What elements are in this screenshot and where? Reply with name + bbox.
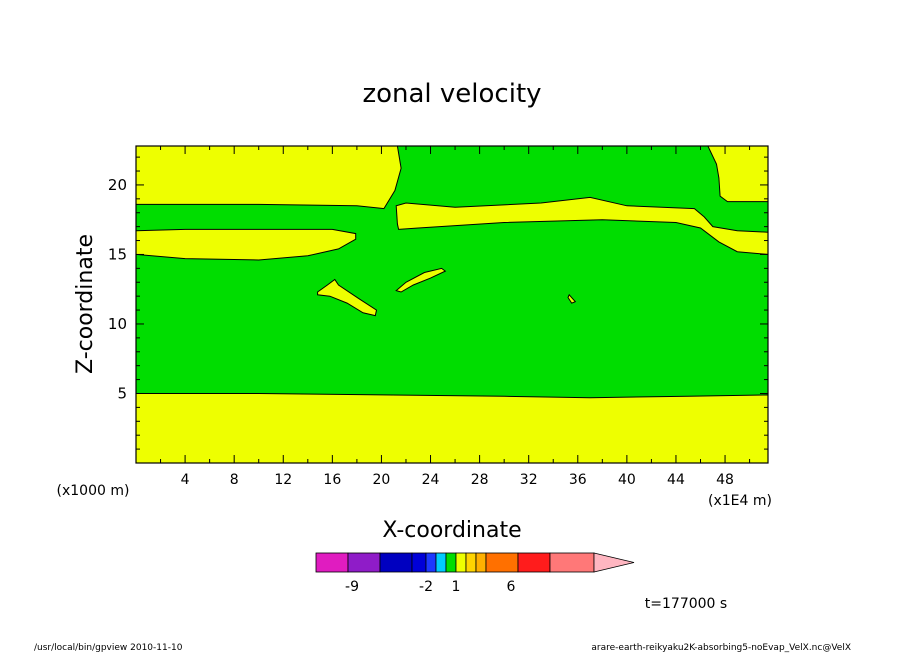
colorbar-cell [465, 552, 477, 573]
colorbar-tick-label: -9 [345, 579, 359, 595]
yellow-patch-center [395, 267, 447, 293]
contour-regions [136, 146, 768, 463]
yellow-patch-lower-left [317, 278, 378, 317]
colorbar-cell [379, 552, 413, 573]
colorbar-cell [475, 552, 487, 573]
upper-yellow-band-left [136, 228, 357, 261]
x-axis-ticks: 4 8 12 16 20 24 28 32 36 40 44 48 [160, 146, 751, 488]
x-tick-label: 8 [230, 472, 239, 488]
colorbar-cell [347, 552, 381, 573]
x-tick-label: 24 [422, 472, 440, 488]
yellow-speck [567, 293, 577, 304]
colorbar-cell [485, 552, 519, 573]
y-units-label: (x1000 m) [57, 483, 130, 499]
x-tick-label: 16 [323, 472, 341, 488]
y-tick-label: 15 [108, 245, 127, 263]
colorbar-cell [425, 552, 437, 573]
colorbar-arrow [593, 552, 635, 573]
x-tick-label: 44 [667, 472, 685, 488]
colorbar-cell [435, 552, 447, 573]
top-yellow-layer-right [707, 146, 768, 203]
x-tick-label: 36 [569, 472, 587, 488]
colorbar-cell [315, 552, 349, 573]
colorbar-tick-labels: -9 -2 1 6 [345, 579, 516, 595]
footer-right: arare-earth-reikyaku2K-absorbing5-noEvap… [591, 643, 851, 653]
y-tick-label: 20 [108, 176, 127, 194]
x-tick-label: 40 [618, 472, 636, 488]
colorbar-cell [411, 552, 427, 573]
top-yellow-layer-left [136, 146, 402, 210]
time-label: t=177000 s [645, 596, 727, 612]
x-tick-label: 4 [181, 472, 190, 488]
y-tick-label: 5 [117, 384, 127, 402]
colorbar-tick-label: 6 [507, 579, 516, 595]
footer-left: /usr/local/bin/gpview 2010-11-10 [34, 643, 183, 653]
upper-yellow-band-right [395, 196, 768, 255]
x-tick-label: 12 [274, 472, 292, 488]
y-axis-ticks: 5 10 15 20 [108, 156, 768, 450]
colorbar-cell [445, 552, 457, 573]
x-tick-label: 20 [373, 472, 391, 488]
colorbar [315, 552, 635, 573]
colorbar-tick-label: -2 [419, 579, 433, 595]
colorbar-cell [517, 552, 551, 573]
y-tick-label: 10 [108, 315, 127, 333]
y-axis-title: Z-coordinate [73, 234, 98, 374]
x-units-label: (x1E4 m) [708, 493, 772, 509]
x-tick-label: 48 [716, 472, 734, 488]
x-axis-title: X-coordinate [382, 518, 521, 543]
colorbar-tick-label: 1 [452, 579, 461, 595]
chart-title: zonal velocity [362, 79, 541, 109]
x-tick-label: 28 [471, 472, 489, 488]
lower-yellow-layer [136, 393, 768, 463]
plot-frame [135, 145, 769, 464]
colorbar-cell [455, 552, 467, 573]
colorbar-cell [549, 552, 595, 573]
x-tick-label: 32 [520, 472, 538, 488]
